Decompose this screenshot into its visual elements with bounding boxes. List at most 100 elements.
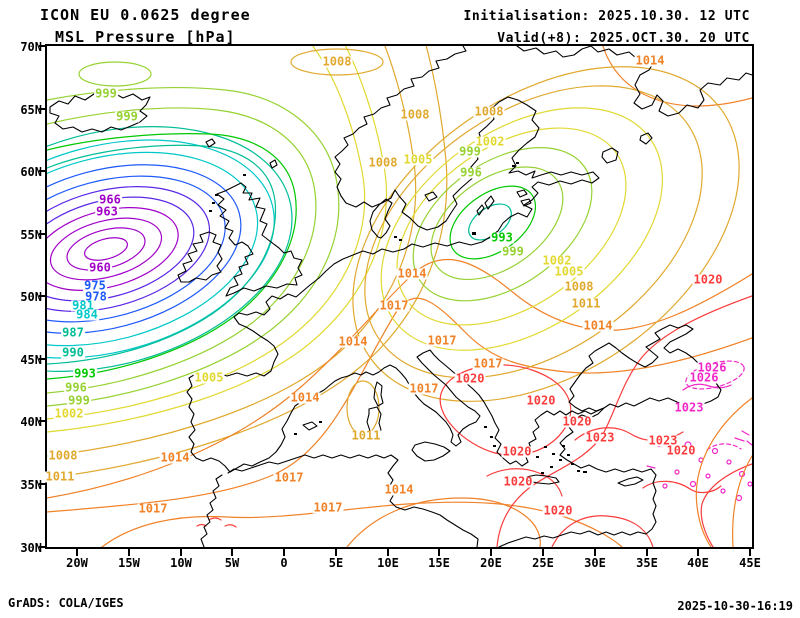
isobar-label-1014: 1014 bbox=[396, 266, 428, 281]
grads-credit: GrADS: COLA/IGES bbox=[8, 596, 124, 610]
lat-tick-70N bbox=[39, 45, 46, 47]
isobar-label-999: 999 bbox=[115, 109, 139, 124]
isobar-label-1017: 1017 bbox=[378, 298, 410, 313]
isobar-path bbox=[551, 515, 654, 547]
isobar-label-1011: 1011 bbox=[570, 296, 602, 311]
isobar-path bbox=[706, 443, 742, 451]
pressure-map bbox=[47, 46, 752, 547]
isobar-label-1017: 1017 bbox=[312, 500, 344, 515]
isobar-label-996: 996 bbox=[459, 165, 483, 180]
isobar-path bbox=[47, 133, 297, 380]
lake-vanern bbox=[424, 191, 438, 202]
lon-label-25E: 25E bbox=[532, 556, 554, 570]
coast-ireland bbox=[177, 231, 223, 283]
isobar-path bbox=[47, 258, 752, 499]
isobar-label-1002: 1002 bbox=[474, 134, 506, 149]
run-info: Initialisation: 2025.10.30. 12 UTC Valid(… bbox=[463, 6, 750, 50]
lon-label-20W: 20W bbox=[66, 556, 88, 570]
coast-europe-main bbox=[186, 96, 605, 473]
lon-tick-10E bbox=[387, 549, 389, 556]
isobar-label-963: 963 bbox=[95, 204, 119, 219]
isobar-label-1008: 1008 bbox=[563, 279, 595, 294]
isobar-label-1023: 1023 bbox=[584, 430, 616, 445]
lake-onega bbox=[639, 132, 653, 145]
isobar-path bbox=[47, 46, 366, 420]
isobar-path bbox=[47, 46, 448, 479]
lon-label-45E: 45E bbox=[739, 556, 761, 570]
isobar-label-1026: 1026 bbox=[696, 360, 728, 375]
isobar-label-1020: 1020 bbox=[561, 414, 593, 429]
lat-label-55N: 55N bbox=[20, 228, 42, 242]
isobar-label-1014: 1014 bbox=[634, 53, 666, 68]
lon-tick-15W bbox=[128, 549, 130, 556]
iceland-ridge bbox=[78, 61, 152, 87]
coast-norway-west bbox=[334, 46, 467, 197]
lon-tick-30E bbox=[594, 549, 596, 556]
coast-estonian-islands bbox=[516, 189, 532, 207]
isobar-path bbox=[47, 297, 752, 513]
lon-label-15E: 15E bbox=[428, 556, 450, 570]
isobar-label-1017: 1017 bbox=[273, 470, 305, 485]
lat-tick-50N bbox=[39, 295, 46, 297]
isobar-label-1008: 1008 bbox=[473, 104, 505, 119]
coast-mallorca bbox=[302, 421, 318, 431]
isobar-label-999: 999 bbox=[458, 144, 482, 159]
isobar-contours bbox=[47, 46, 752, 547]
isobar-label-1020: 1020 bbox=[692, 272, 724, 287]
lat-tick-40N bbox=[39, 420, 46, 422]
lat-tick-65N bbox=[39, 108, 46, 110]
isobar-label-1020: 1020 bbox=[665, 443, 697, 458]
isobar-path bbox=[47, 107, 317, 394]
isobar-label-1020: 1020 bbox=[502, 474, 534, 489]
isobar-label-966: 966 bbox=[98, 192, 122, 207]
valid-time: Valid(+8): 2025.OCT.30. 20 UTC bbox=[497, 31, 750, 46]
map-frame bbox=[45, 44, 754, 549]
isobar-label-984: 984 bbox=[75, 307, 99, 322]
lat-label-65N: 65N bbox=[20, 103, 42, 117]
isobar-path bbox=[700, 463, 752, 547]
lon-tick-20W bbox=[76, 549, 78, 556]
coast-corsica bbox=[373, 381, 384, 407]
isobar-label-1014: 1014 bbox=[582, 318, 614, 333]
isobar-label-1017: 1017 bbox=[137, 501, 169, 516]
norwegian-sea-ridge bbox=[290, 48, 384, 76]
isobar-path bbox=[47, 46, 387, 433]
lon-label-0: 0 bbox=[280, 556, 288, 570]
isobar-path bbox=[47, 144, 277, 365]
isobar-label-999: 999 bbox=[501, 244, 525, 259]
init-time: Initialisation: 2025.10.30. 12 UTC bbox=[463, 9, 750, 24]
lon-tick-35E bbox=[646, 549, 648, 556]
lon-label-5E: 5E bbox=[328, 556, 344, 570]
lat-label-70N: 70N bbox=[20, 40, 42, 54]
lon-label-10W: 10W bbox=[170, 556, 192, 570]
small-islands bbox=[209, 162, 587, 474]
coast-sicily bbox=[411, 441, 451, 462]
isobar-label-975: 975 bbox=[83, 278, 107, 293]
isobar-label-999: 999 bbox=[67, 393, 91, 408]
isobar-path bbox=[602, 46, 752, 107]
isobar-label-1023: 1023 bbox=[673, 400, 705, 415]
coast-cyprus bbox=[617, 476, 644, 487]
isobar-label-1014: 1014 bbox=[289, 390, 321, 405]
coast-white-sea bbox=[590, 46, 752, 117]
lat-tick-45N bbox=[39, 358, 46, 360]
isobar-path bbox=[346, 497, 541, 547]
isobar-label-999: 999 bbox=[94, 86, 118, 101]
isobar-label-1011: 1011 bbox=[350, 428, 382, 443]
isobar-label-1008: 1008 bbox=[399, 107, 431, 122]
isobar-label-1014: 1014 bbox=[383, 482, 415, 497]
coast-great-britain bbox=[216, 182, 303, 297]
isobar-path bbox=[486, 468, 563, 497]
lat-label-30N: 30N bbox=[20, 541, 42, 555]
lat-tick-35N bbox=[39, 483, 46, 485]
isobar-label-1017: 1017 bbox=[408, 381, 440, 396]
isobar-label-1017: 1017 bbox=[426, 333, 458, 348]
isobar-label-987: 987 bbox=[61, 325, 85, 340]
isobar-label-981: 981 bbox=[71, 298, 95, 313]
isobar-label-1002: 1002 bbox=[53, 406, 85, 421]
lat-label-45N: 45N bbox=[20, 353, 42, 367]
lon-tick-0 bbox=[283, 549, 285, 556]
isobar-path bbox=[695, 397, 752, 547]
isobar-path bbox=[732, 455, 752, 547]
lat-tick-30N bbox=[39, 546, 46, 548]
